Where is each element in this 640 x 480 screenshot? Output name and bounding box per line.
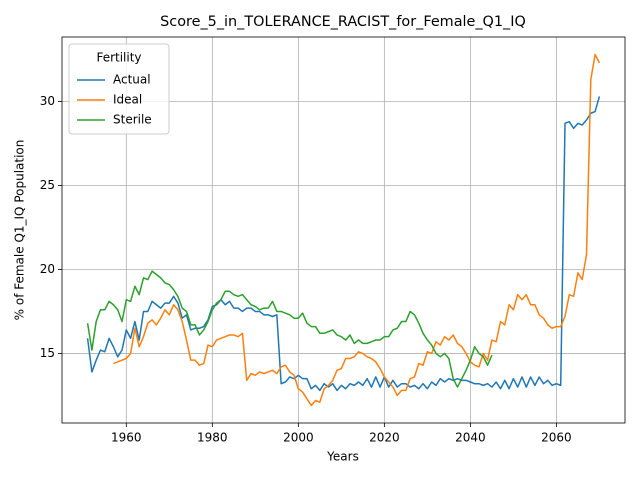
series-line xyxy=(86,96,601,392)
x-tick-label: 2040 xyxy=(455,431,486,445)
chart-title: Score_5_in_TOLERANCE_RACIST_for_Female_Q… xyxy=(160,14,526,30)
x-tick-label: 1980 xyxy=(197,431,228,445)
x-tick-label: 2000 xyxy=(283,431,314,445)
x-axis-label: Years xyxy=(326,450,359,464)
y-tick-label: 20 xyxy=(40,262,55,276)
axes-frame xyxy=(61,36,626,424)
legend-label: Actual xyxy=(113,73,151,87)
legend-label: Ideal xyxy=(113,93,142,107)
series-line xyxy=(113,53,601,407)
legend-title: Fertility xyxy=(96,51,141,65)
series-line xyxy=(86,270,493,388)
y-tick-label: 25 xyxy=(40,178,55,192)
y-axis-label: % of Female Q1_IQ Population xyxy=(13,140,27,321)
y-tick-label: 30 xyxy=(40,94,55,108)
x-tick-label: 2020 xyxy=(369,431,400,445)
legend-label: Sterile xyxy=(113,113,152,127)
x-tick-label: 2060 xyxy=(541,431,572,445)
y-tick-label: 15 xyxy=(40,346,55,360)
legend-box xyxy=(68,43,170,135)
x-tick-label: 1960 xyxy=(111,431,142,445)
